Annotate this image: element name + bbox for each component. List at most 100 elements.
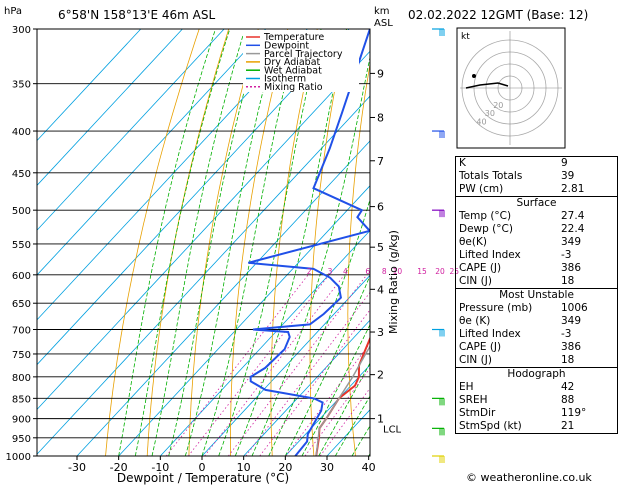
legend-box (243, 30, 359, 92)
row-value: 349 (561, 236, 582, 248)
wind-barb (432, 130, 445, 139)
credit-text: © weatheronline.co.uk (466, 471, 592, 484)
height-tick-label: 6 (377, 201, 384, 214)
row-label: Lifted Index (459, 328, 521, 340)
row-value: 88 (561, 394, 575, 406)
row-value: 386 (561, 262, 582, 274)
location-title: 6°58'N 158°13'E 46m ASL (58, 8, 215, 22)
pressure-tick-label: 300 (12, 25, 31, 36)
temp-tick-label: -20 (110, 461, 128, 474)
surface-row: Temp (°C) 27.4 (456, 210, 617, 223)
asl-label: ASL (374, 18, 393, 29)
mixing-ratio-label: 4 (343, 267, 348, 276)
height-tick-label: 1 (377, 413, 384, 426)
pressure-tick-label: 750 (12, 350, 31, 361)
index-row: Totals Totals 39 (456, 170, 617, 183)
km-label: km (374, 6, 390, 17)
mixing-ratio-label: 10 (393, 267, 403, 276)
dry-adiabat-line (420, 29, 439, 456)
surface-row: θe(K) 349 (456, 236, 617, 249)
plot-frame (36, 28, 371, 457)
mixing-ratio-line (227, 274, 368, 456)
row-value: 22.4 (561, 223, 585, 235)
mixing-ratio-label: 8 (382, 267, 387, 276)
mixing-ratio-line (259, 309, 370, 456)
wet-adiabat-line (134, 29, 231, 456)
wet-adiabat-line (301, 323, 370, 456)
pressure-tick-label: 400 (12, 127, 31, 138)
hodograph-ring-label: 30 (485, 109, 495, 118)
most-unstable-row: θe (K) 349 (456, 315, 617, 328)
hodograph-row: StmDir 119° (456, 407, 617, 420)
wind-barb (432, 427, 445, 436)
wind-barb (432, 28, 445, 36)
legend-label: Dewpoint (264, 41, 309, 52)
row-label: Totals Totals (459, 170, 523, 182)
height-tick-label: 4 (377, 283, 384, 296)
index-row: PW (cm) 2.81 (456, 183, 617, 196)
row-value: 119° (561, 407, 587, 419)
hpa-label: hPa (4, 6, 22, 17)
pressure-tick-label: 850 (12, 394, 31, 405)
wet-adiabat-line (118, 29, 216, 456)
mixing-ratio-axis-label: Mixing Ratio (g/kg) (387, 230, 400, 334)
temp-tick-label: 40 (362, 461, 376, 474)
isotherm-line (201, 274, 370, 456)
surface-header: Surface (456, 196, 617, 210)
mixing-ratio-label: 3 (328, 267, 333, 276)
height-tick-label: 8 (377, 111, 384, 124)
isotherm-line (76, 140, 370, 456)
mixing-ratio-label: 6 (365, 267, 370, 276)
row-label: StmDir (459, 407, 496, 419)
height-tick-label: 7 (377, 155, 384, 168)
isotherm-line (37, 29, 308, 321)
isotherm-line (160, 229, 370, 456)
row-label: K (459, 157, 466, 169)
pressure-tick-label: 950 (12, 434, 31, 445)
row-label: StmSpd (kt) (459, 420, 522, 432)
hodograph-trace (465, 82, 509, 89)
mixing-ratio-line (304, 367, 370, 456)
row-label: SREH (459, 394, 488, 406)
isotherm-line (37, 29, 183, 186)
height-tick-label: 5 (377, 241, 384, 254)
most-unstable-row: CIN (J) 18 (456, 354, 617, 367)
isotherm-line (37, 29, 350, 366)
datetime-title: 02.02.2022 12GMT (Base: 12) (408, 8, 589, 22)
pressure-tick-label: 800 (12, 373, 31, 384)
row-value: 349 (561, 315, 582, 327)
mixing-ratio-line (319, 387, 370, 456)
pressure-tick-label: 900 (12, 415, 31, 426)
pressure-tick-label: 500 (12, 206, 31, 217)
row-value: 42 (561, 381, 575, 393)
row-value: 1006 (561, 302, 588, 314)
hodograph-row: StmSpd (kt) 21 (456, 420, 617, 433)
surface-row: CAPE (J) 386 (456, 262, 617, 275)
row-value: 2.81 (561, 183, 585, 195)
series-temperature (315, 336, 370, 456)
mixing-ratio-label: 25 (450, 267, 460, 276)
most-unstable-row: CAPE (J) 386 (456, 341, 617, 354)
legend-label: Temperature (263, 32, 324, 43)
row-value: 27.4 (561, 210, 585, 222)
row-value: -3 (561, 328, 572, 340)
hodograph-ring-label: 40 (476, 118, 486, 127)
series-parcel-trajectory (315, 345, 370, 456)
height-tick-label: 2 (377, 369, 384, 382)
legend-label: Mixing Ratio (264, 82, 323, 93)
isotherm-line (37, 29, 142, 142)
pressure-tick-label: 600 (12, 271, 31, 282)
legend-label: Isotherm (264, 74, 306, 85)
most-unstable-row: Lifted Index -3 (456, 328, 617, 341)
surface-row: CIN (J) 18 (456, 275, 617, 288)
isotherm-line (243, 319, 370, 456)
wet-adiabat-line (184, 29, 280, 456)
pressure-tick-label: 350 (12, 80, 31, 91)
pressure-tick-label: 1000 (6, 452, 31, 463)
wet-adiabat-line (318, 362, 370, 456)
temp-tick-label: 0 (199, 461, 206, 474)
row-label: Dewp (°C) (459, 223, 513, 235)
wet-adiabat-line (334, 395, 370, 456)
